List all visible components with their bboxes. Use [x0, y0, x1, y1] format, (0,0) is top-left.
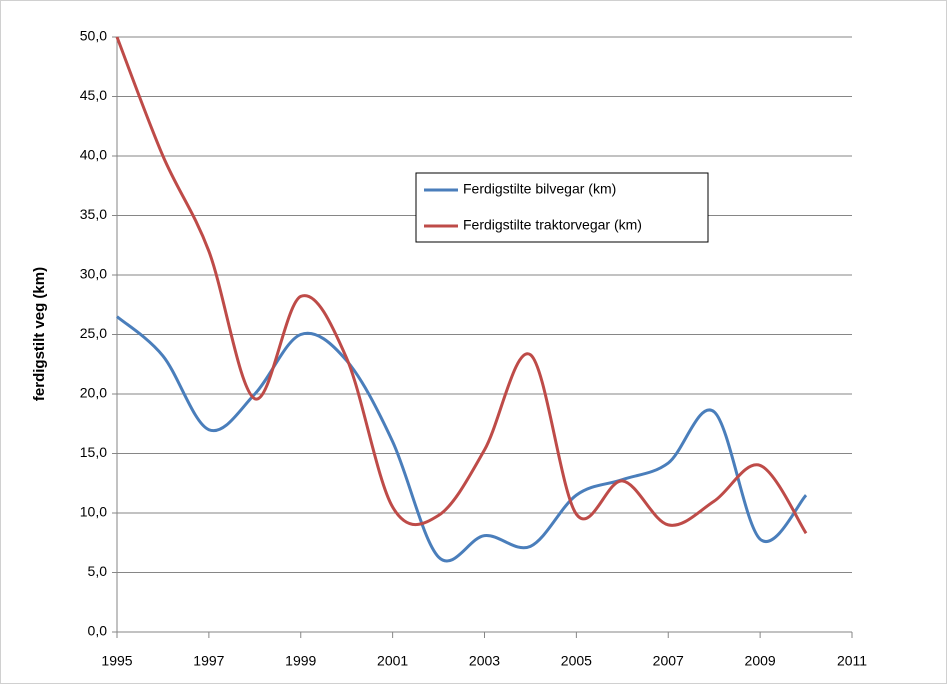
x-tick-label: 2011 — [837, 653, 867, 669]
x-tick-label: 2007 — [653, 653, 684, 669]
y-tick-label: 20,0 — [80, 385, 107, 401]
y-tick-label: 40,0 — [80, 147, 107, 163]
x-tick-label: 2003 — [469, 653, 500, 669]
y-tick-label: 0,0 — [88, 623, 108, 639]
x-tick-label: 1997 — [193, 653, 224, 669]
x-tick-label: 1995 — [101, 653, 132, 669]
x-tick-label: 2005 — [561, 653, 592, 669]
y-tick-label: 35,0 — [80, 206, 107, 222]
y-tick-label: 30,0 — [80, 266, 107, 282]
x-tick-label: 1999 — [285, 653, 316, 669]
x-tick-label: 2009 — [745, 653, 776, 669]
y-tick-label: 25,0 — [80, 325, 107, 341]
y-tick-label: 15,0 — [80, 444, 107, 460]
y-tick-label: 5,0 — [88, 563, 108, 579]
series-line — [115, 36, 808, 535]
series-line — [116, 315, 808, 563]
legend-label: Ferdigstilte bilvegar (km) — [463, 181, 616, 197]
legend-label: Ferdigstilte traktorvegar (km) — [463, 217, 642, 233]
y-axis-label: ferdigstilt veg (km) — [31, 267, 48, 401]
y-tick-label: 10,0 — [80, 504, 107, 520]
y-tick-label: 50,0 — [80, 28, 107, 44]
x-tick-label: 2001 — [377, 653, 408, 669]
y-tick-label: 45,0 — [80, 87, 107, 103]
legend-box — [415, 172, 709, 243]
